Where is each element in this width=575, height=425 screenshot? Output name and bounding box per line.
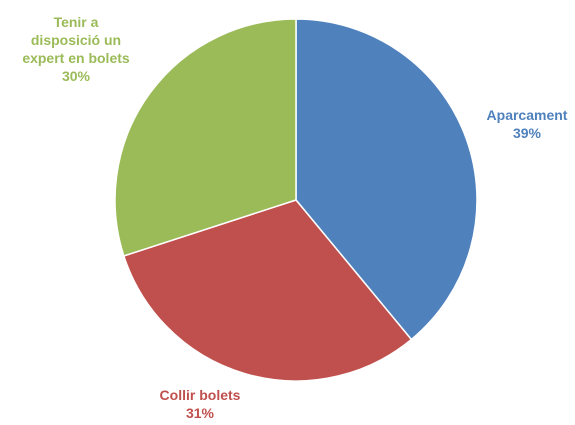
- slice-label-2: Collir bolets 31%: [160, 387, 241, 421]
- slice-percent-3: 30%: [62, 68, 91, 84]
- pie-labels: Aparcament 39% Collir bolets 31% Tenir a disp…: [22, 14, 567, 421]
- pie-slices: [114, 18, 478, 382]
- slice-label-line-1-1: Aparcament: [487, 107, 568, 123]
- slice-percent-2: 31%: [186, 405, 215, 421]
- slice-label-line-3-1: Tenir a: [54, 14, 99, 30]
- slice-label-line-3-2: disposició un: [31, 32, 121, 48]
- pie-slice-3: [114, 18, 297, 257]
- slice-label-3: Tenir a disposició un expert en bolets 30%: [22, 14, 130, 84]
- slice-label-line-3-3: expert en bolets: [22, 50, 130, 66]
- slice-label-line-2-1: Collir bolets: [160, 387, 241, 403]
- pie-slice-1: [295, 18, 478, 341]
- slice-percent-1: 39%: [513, 125, 542, 141]
- slice-label-1: Aparcament 39%: [487, 107, 568, 141]
- pie-slice-2: [122, 199, 413, 382]
